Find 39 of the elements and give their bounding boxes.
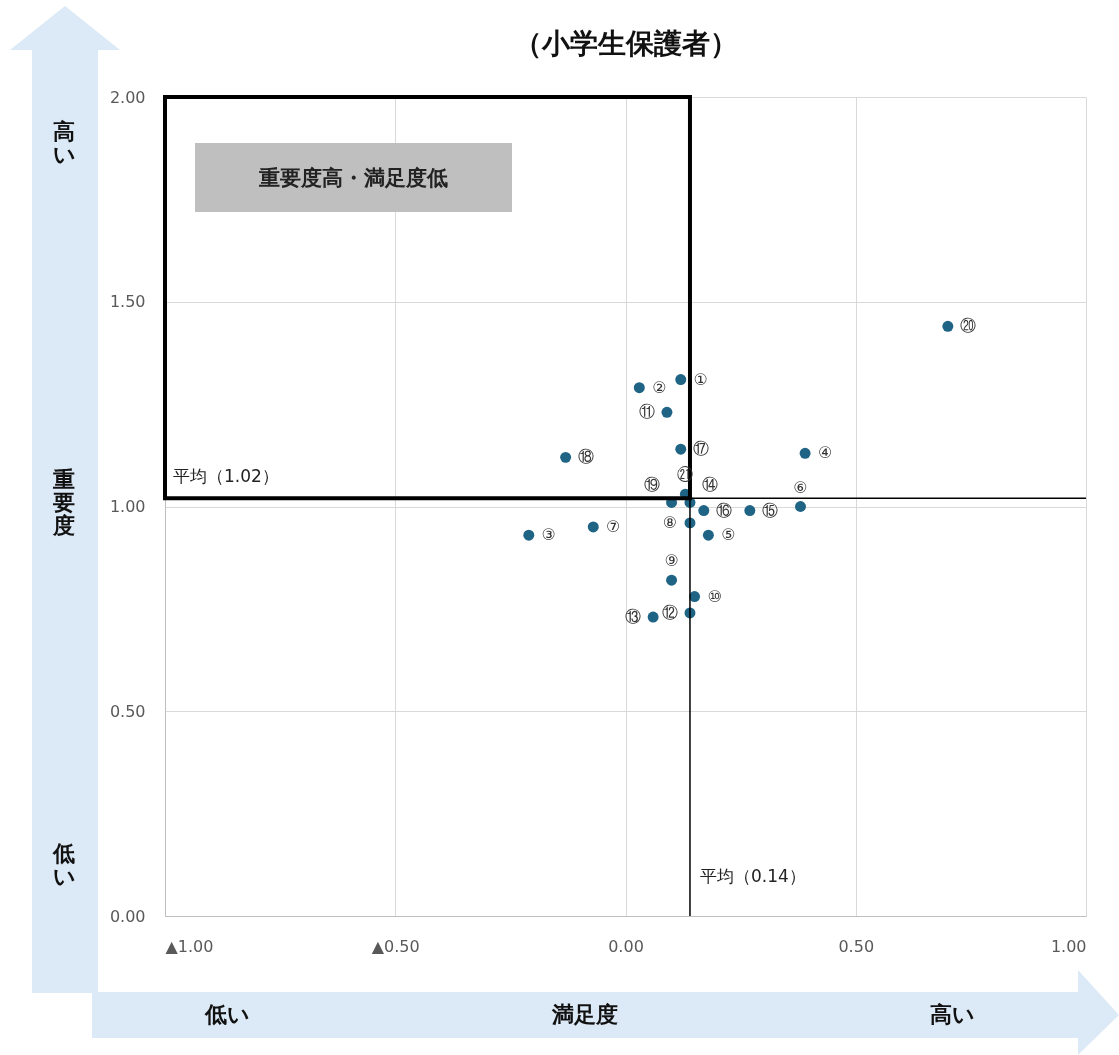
text: 高い bbox=[52, 119, 76, 168]
y-tick-label: 1.50 bbox=[109, 292, 146, 312]
data-label: ⑬ bbox=[625, 607, 642, 627]
data-label: ⑱ bbox=[577, 447, 594, 467]
x-tick-label: ▲0.50 bbox=[371, 936, 420, 956]
x-tick-label: 0.00 bbox=[608, 936, 644, 956]
data-label: ③ bbox=[541, 525, 556, 545]
data-label: ⑦ bbox=[606, 516, 621, 536]
chart-title: （小学生保護者） bbox=[513, 27, 738, 60]
data-label: ⑨ bbox=[664, 551, 679, 571]
data-label: ⑤ bbox=[721, 525, 736, 545]
data-label: ⑲ bbox=[643, 475, 660, 495]
data-label: ⑥ bbox=[793, 477, 808, 497]
x-tick-label: ▲1.00 bbox=[165, 936, 214, 956]
y-tick-label: 0.00 bbox=[109, 906, 146, 926]
data-label: ⑫ bbox=[661, 602, 678, 622]
ref-line-label: 平均（0.14） bbox=[699, 866, 806, 886]
data-label: ⑧ bbox=[662, 512, 678, 532]
text: 低い bbox=[205, 1001, 250, 1029]
y-tick-label: 1.00 bbox=[109, 497, 146, 516]
ref-line-label: 平均（1.02） bbox=[173, 466, 279, 487]
x-axis-title: 満足度 bbox=[552, 1001, 618, 1029]
data-label: ⑪ bbox=[638, 402, 655, 422]
data-label: ⑭ bbox=[701, 475, 718, 495]
y-tick-label: 2.00 bbox=[109, 87, 146, 107]
data-label: ② bbox=[652, 377, 667, 397]
data-label: ⑰ bbox=[692, 439, 709, 459]
text: 低い bbox=[52, 841, 76, 890]
text: 高い bbox=[930, 1001, 975, 1029]
y-axis-title: 重要度 bbox=[52, 467, 76, 539]
data-label: ① bbox=[693, 369, 708, 389]
data-label: ⑮ bbox=[761, 500, 778, 520]
data-label: ④ bbox=[817, 443, 833, 463]
x-tick-label: 1.00 bbox=[1050, 936, 1087, 956]
y-tick-label: 0.50 bbox=[109, 701, 146, 721]
data-label: ⑯ bbox=[715, 500, 732, 520]
data-label: ⑩ bbox=[707, 586, 722, 606]
data-label: ⑳ bbox=[959, 316, 976, 336]
x-tick-label: 0.50 bbox=[838, 936, 875, 956]
